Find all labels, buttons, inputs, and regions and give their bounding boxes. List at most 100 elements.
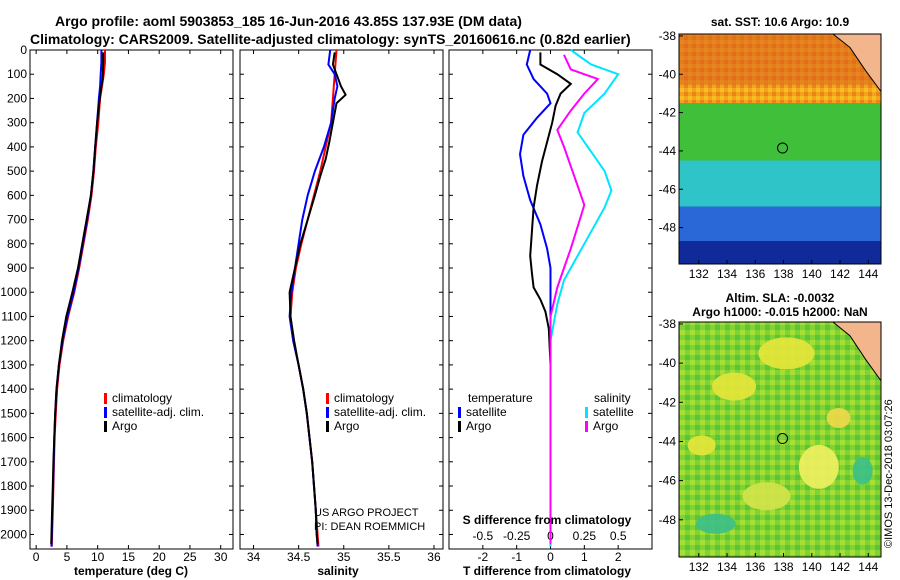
sst-green-band — [679, 103, 881, 161]
argo-position-marker — [777, 142, 789, 154]
sla-lat-tick-label: -42 — [659, 395, 677, 409]
difference-x-tick-label: 1 — [581, 550, 588, 564]
temperature-x-tick-label: 20 — [153, 550, 167, 564]
sla-anomaly-blob — [798, 444, 839, 489]
salinity-series-argo — [288, 52, 347, 545]
sst-lon-tick-label: 132 — [689, 267, 709, 281]
depth-tick-label: 1500 — [0, 406, 27, 420]
legend-swatch-temp-satellite — [458, 407, 461, 418]
salinity-legend-argo: Argo — [334, 419, 360, 433]
sla-anomaly-blob — [687, 435, 716, 456]
difference-xlabel-top: S difference from climatology — [463, 513, 632, 527]
salinity-diff-tick-label: 0.25 — [573, 529, 597, 543]
sla-map-frame — [678, 321, 882, 558]
sst-lon-tick-label: 136 — [745, 267, 765, 281]
argo-position-marker — [777, 433, 789, 445]
depth-tick-label: 1100 — [1, 309, 27, 323]
sla-lon-tick-label: 132 — [689, 560, 709, 574]
figure-title-line2: Climatology: CARS2009. Satellite-adjuste… — [30, 31, 631, 47]
depth-tick-label: 1000 — [0, 285, 27, 299]
depth-tick-label: 1200 — [0, 334, 27, 348]
depth-tick-label: 900 — [7, 261, 27, 275]
difference-legend-temp-satellite: satellite — [466, 405, 507, 419]
depth-tick-label: 800 — [7, 237, 27, 251]
sla-lon-tick-label: 142 — [830, 560, 850, 574]
legend-swatch-sal-satellite — [585, 407, 588, 418]
sla-lon-tick-label: 134 — [717, 560, 737, 574]
sla-lat-tick-label: -38 — [659, 317, 677, 331]
temperature-legend-climatology: climatology — [112, 391, 172, 405]
depth-tick-label: 1400 — [0, 382, 27, 396]
legend-swatch-satellite — [326, 407, 329, 418]
sla-map-title-line2: Argo h1000: -0.015 h2000: NaN — [692, 305, 867, 319]
temperature-xlabel: temperature (deg C) — [74, 564, 188, 578]
sst-lat-tick-label: -46 — [659, 182, 677, 196]
imos-watermark: ©IMOS 13-Dec-2018 03:07:26 — [883, 399, 895, 548]
sst-lat-tick-label: -38 — [659, 29, 677, 43]
legend-swatch-satellite — [104, 407, 107, 418]
sla-lat-tick-label: -40 — [659, 356, 677, 370]
difference-series-temperature-argo — [529, 52, 573, 545]
sla-lon-tick-label: 138 — [774, 560, 794, 574]
sla-anomaly-blob — [712, 372, 757, 401]
depth-tick-label: 300 — [7, 116, 27, 130]
temperature-x-tick-label: 30 — [214, 550, 228, 564]
temperature-series-argo — [50, 52, 105, 545]
sst-map-frame — [678, 33, 882, 265]
sst-lat-tick-label: -48 — [659, 221, 677, 235]
salinity-legend: climatology satellite-adj. clim. Argo — [326, 391, 426, 433]
difference-legend: temperature satellite Argo salinity sate… — [458, 391, 634, 433]
figure-title-line1: Argo profile: aoml 5903853_185 16-Jun-20… — [55, 13, 522, 29]
legend-swatch-sal-argo — [585, 421, 588, 432]
sst-map: sat. SST: 10.6 Argo: 10.9 132 134 136 138 14… — [659, 15, 882, 281]
salinity-x-tick-label: 35 — [337, 550, 351, 564]
salinity-panel: 34 34.5 35 35.5 36 climatology satellite-adj… — [239, 49, 444, 578]
sla-lat-tick-label: -44 — [659, 434, 677, 448]
sst-map-image — [679, 33, 882, 264]
salinity-diff-tick-label: -0.25 — [503, 529, 531, 543]
sla-anomaly-blob — [826, 407, 851, 428]
sst-lat-tick-label: -40 — [659, 67, 677, 81]
depth-tick-label: 1900 — [0, 503, 27, 517]
sst-lon-tick-label: 144 — [858, 267, 878, 281]
difference-panel: -2 -1 0 1 2-0.5 -0.25 0 0.25 0.5 temperature sat… — [448, 49, 653, 578]
credit-pi: PI: DEAN ROEMMICH — [314, 521, 425, 533]
difference-x-tick-label: 2 — [615, 550, 622, 564]
depth-tick-label: 1600 — [0, 431, 27, 445]
difference-series-salinity-argo — [549, 54, 600, 545]
difference-legend-sal-satellite: satellite — [593, 405, 634, 419]
salinity-x-tick-label: 36 — [427, 550, 441, 564]
salinity-legend-climatology: climatology — [334, 391, 394, 405]
sla-lat-tick-label: -48 — [659, 513, 677, 527]
difference-legend-salinity-title: salinity — [594, 391, 631, 405]
sla-lon-tick-label: 144 — [858, 560, 878, 574]
sst-map-title: sat. SST: 10.6 Argo: 10.9 — [711, 15, 850, 29]
sst-lat-tick-label: -42 — [659, 106, 677, 120]
depth-tick-label: 600 — [7, 188, 27, 202]
depth-tick-label: 1300 — [0, 358, 27, 372]
credit-project: US ARGO PROJECT — [314, 507, 419, 519]
sla-anomaly-blob — [852, 456, 873, 485]
difference-x-tick-label: -2 — [477, 550, 488, 564]
salinity-axes-box — [239, 49, 444, 550]
depth-tick-label: 0 — [20, 43, 27, 57]
sla-map-image — [679, 321, 882, 557]
depth-axis: 0 100 200 300 400 500 600 700 800 900 1000 1100 1200… — [0, 43, 27, 541]
sla-lon-tick-label: 140 — [802, 560, 822, 574]
legend-swatch-climatology — [326, 393, 329, 404]
legend-swatch-argo — [104, 421, 107, 432]
depth-tick-label: 400 — [7, 140, 27, 154]
sst-lon-tick-label: 140 — [802, 267, 822, 281]
depth-tick-label: 700 — [7, 213, 27, 227]
temperature-legend: climatology satellite-adj. clim. Argo — [104, 391, 204, 433]
salinity-x-tick-label: 34 — [247, 550, 261, 564]
difference-xlabel: T difference from climatology — [463, 564, 631, 578]
depth-tick-label: 1800 — [0, 479, 27, 493]
sst-lat-tick-label: -44 — [659, 144, 677, 158]
salinity-xlabel: salinity — [317, 564, 359, 578]
salinity-x-tick-label: 35.5 — [377, 550, 401, 564]
depth-tick-label: 2000 — [0, 527, 27, 541]
temperature-x-tick-label: 15 — [122, 550, 136, 564]
sst-lon-tick-label: 134 — [717, 267, 737, 281]
sst-deep-blue-band — [679, 241, 881, 264]
